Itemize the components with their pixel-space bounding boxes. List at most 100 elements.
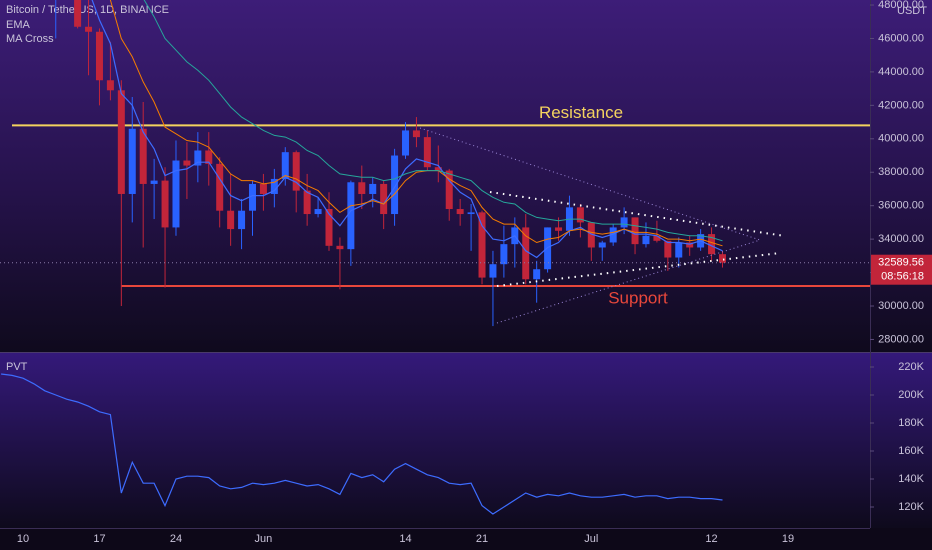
level-label: Resistance [539, 103, 623, 122]
y-tick-label: 28000.00 [878, 333, 924, 345]
candle-body [708, 234, 716, 255]
candle-body [227, 210, 235, 230]
candle-body [139, 128, 147, 184]
candle-body [544, 227, 552, 270]
x-tick-label: 12 [705, 533, 717, 545]
x-tick-label: 10 [17, 533, 29, 545]
countdown: 08:56:18 [881, 271, 924, 283]
candle-body [128, 128, 136, 194]
candle-body [117, 90, 125, 194]
candle-body [620, 217, 628, 228]
candle-body [106, 80, 114, 91]
y-tick-label: 38000.00 [878, 166, 924, 178]
ema-line [91, 0, 723, 259]
pvt-pane [0, 353, 932, 528]
candle-body [445, 170, 453, 210]
x-tick-label: 14 [399, 533, 411, 545]
x-tick-label: 19 [782, 533, 794, 545]
candle-body [194, 150, 202, 166]
pvt-title: PVT [6, 361, 28, 373]
candle-body [270, 178, 278, 194]
candle-body [423, 137, 431, 168]
legend-ma-cross: MA Cross [6, 33, 54, 45]
candle-body [358, 182, 366, 194]
candle-body [456, 209, 464, 215]
overlays [0, 0, 870, 264]
y-tick-label: 44000.00 [878, 66, 924, 78]
legend-ema: EMA [6, 19, 31, 31]
candle-body [172, 160, 180, 228]
x-tick-label: 24 [170, 533, 182, 545]
y-tick-label: 120K [898, 501, 924, 513]
candle-body [675, 242, 683, 258]
levels: Resistance Support [12, 103, 870, 307]
candle-body [653, 235, 661, 241]
candle-body [248, 183, 256, 211]
y-tick-label: 140K [898, 473, 924, 485]
x-tick-label: 17 [93, 533, 105, 545]
y-tick-label: 220K [898, 361, 924, 373]
pvt [1, 373, 723, 515]
candle-body [412, 130, 420, 138]
candle-body [533, 269, 541, 280]
x-tick-label: 21 [476, 533, 488, 545]
candle-body [631, 217, 639, 245]
candle-body [555, 227, 563, 231]
candle-body [303, 190, 311, 215]
candle-body [402, 130, 410, 156]
candle-body [216, 163, 224, 211]
ma-line [143, 0, 723, 242]
y-tick-label: 42000.00 [878, 99, 924, 111]
y-tick-label: 30000.00 [878, 300, 924, 312]
y-tick-label: 46000.00 [878, 32, 924, 44]
candle-body [292, 152, 300, 191]
candle-body [336, 245, 344, 250]
candle-body [238, 210, 246, 230]
candle-body [609, 227, 617, 243]
candle-body [686, 242, 694, 248]
main-pane [0, 0, 932, 352]
candle-body [95, 31, 103, 81]
candle-body [500, 244, 508, 265]
candle-body [664, 240, 672, 258]
candle-body [281, 152, 289, 179]
x-axis: 10 17 24 Jun 14 21 Jul 12 19 [17, 533, 794, 545]
x-tick-label: Jul [584, 533, 598, 545]
pvt-line [1, 373, 723, 515]
candle-body [74, 0, 82, 27]
candle-body [150, 180, 158, 184]
y-tick-label: 34000.00 [878, 233, 924, 245]
x-tick-label: Jun [255, 533, 273, 545]
y-tick-label: 200K [898, 389, 924, 401]
candles [55, 0, 726, 327]
y-tick-label: 40000.00 [878, 133, 924, 145]
candle-body [434, 167, 442, 171]
candle-body [325, 209, 333, 246]
y-tick-label: 160K [898, 445, 924, 457]
candle-body [259, 183, 267, 194]
y-tick-label: 48000.00 [878, 0, 924, 11]
ma-line [109, 0, 723, 247]
time-axis [0, 528, 932, 550]
candle-body [467, 212, 475, 215]
y-axis-label: USDT [897, 5, 927, 17]
y-tick-label: 180K [898, 417, 924, 429]
candle-body [161, 180, 169, 228]
candle-body [598, 242, 606, 248]
candle-body [391, 155, 399, 215]
level-label: Support [608, 288, 668, 307]
candle-body [314, 209, 322, 215]
candle-body [522, 227, 530, 280]
candle-body [183, 160, 191, 166]
y-tick-label: 36000.00 [878, 200, 924, 212]
chart-title: Bitcoin / TetherUS, 1D, BINANCE [6, 4, 169, 16]
price-tag: 32589.56 08:56:18 [871, 254, 932, 285]
last-price-label: 32589.56 [878, 257, 924, 269]
candle-body [489, 264, 497, 278]
candle-body [642, 235, 650, 245]
y-axis: 120K 140K 160K 180K 200K 220K [870, 361, 925, 513]
candle-body [380, 183, 388, 215]
candle-body [576, 207, 584, 223]
candle-body [369, 183, 377, 194]
